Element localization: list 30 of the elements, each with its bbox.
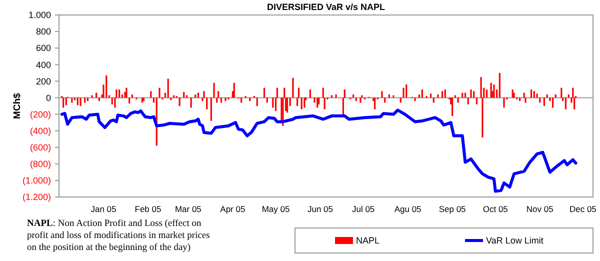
x-tick-label: Jan 05	[90, 204, 117, 214]
y-tick-label: (400)	[30, 126, 51, 136]
y-tick-label: 1.000	[28, 10, 51, 20]
x-tick-label: Nov 05	[526, 204, 554, 214]
x-tick-label: Jul 05	[352, 204, 375, 214]
y-tick-label: (1.200)	[22, 192, 51, 202]
x-tick-label: Mar 05	[174, 204, 202, 214]
x-tick-label: Dec 05	[569, 204, 597, 214]
y-axis-title: MCh$	[12, 92, 23, 119]
x-tick-label: Oct 05	[482, 204, 508, 214]
x-tick-label: Sep 05	[438, 204, 466, 214]
y-tick-label: 0	[46, 92, 51, 103]
y-tick-label: 600	[36, 43, 51, 54]
y-tick-label: (1.000)	[22, 176, 51, 186]
y-tick-label: (600)	[30, 142, 51, 153]
y-tick-label: 400	[36, 60, 51, 70]
x-tick-label: May 05	[262, 204, 290, 214]
y-tick-label: (200)	[30, 109, 51, 120]
x-tick-label: Agu 05	[394, 204, 422, 214]
legend-label: NAPL	[356, 236, 380, 246]
x-tick-label: Jun 05	[307, 204, 334, 214]
text: NAPL: Non Action Profit and Loss (effect on profit and loss of modifications in market prices on the position at the beginning of the day)	[27, 219, 210, 253]
chart-title: DIVERSIFIED VaR v/s NAPL	[266, 2, 386, 12]
y-tick-label: 200	[36, 76, 51, 86]
x-tick-label: Apr 05	[220, 204, 246, 214]
y-tick-label: 800	[36, 26, 51, 37]
x-tick-label: Feb 05	[134, 204, 162, 214]
y-tick-label: (800)	[30, 159, 51, 170]
line-series	[60, 108, 578, 193]
legend-label: VaR Low Limit	[486, 236, 544, 246]
